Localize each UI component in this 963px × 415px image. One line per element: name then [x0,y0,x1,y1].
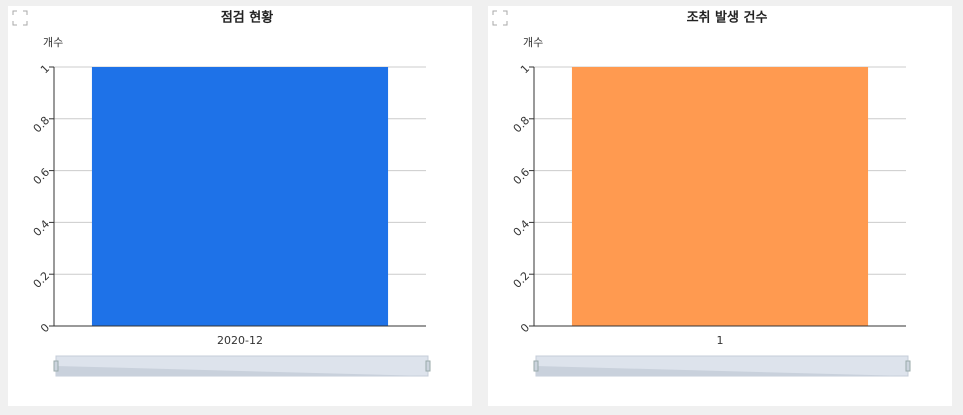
bar [91,67,389,326]
chart-title: 점검 현황 [221,10,273,26]
zoom-slider-shadow [536,366,908,376]
chart-title: 조취 발생 건수 [687,10,768,26]
zoom-handle[interactable] [905,360,911,372]
y-axis-label: 개수 [523,36,543,49]
zoom-handle[interactable] [425,360,431,372]
expand-icon[interactable] [12,10,508,26]
x-tick-label: 1 [717,334,724,347]
zoom-slider-shadow [56,366,428,376]
zoom-handle[interactable] [533,360,539,372]
y-axis-label: 개수 [43,36,63,49]
zoom-handle[interactable] [53,360,59,372]
x-tick-label: 2020-12 [217,334,263,347]
bar [571,67,869,326]
